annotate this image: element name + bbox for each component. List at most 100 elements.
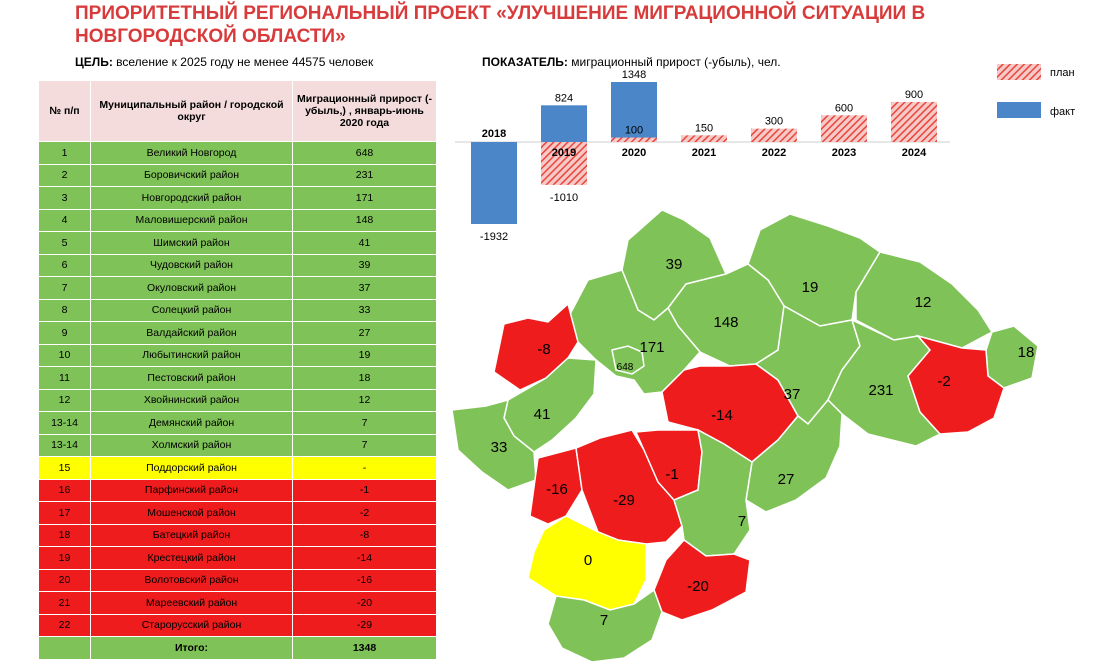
map-label-poddorsky: 0 — [584, 552, 592, 569]
districts-table: № п/п Муниципальный район / городской ок… — [38, 80, 437, 660]
goal-text: вселение к 2025 году не менее 44575 чело… — [116, 55, 374, 69]
table-row: 9 Валдайский район 27 — [38, 321, 437, 345]
table-row: 21 Мареевский район -20 — [38, 591, 437, 615]
table-row: 10 Любытинский район 19 — [38, 343, 437, 367]
map-label-moshenskoy: -2 — [937, 373, 950, 390]
data-label-plan: 600 — [835, 102, 853, 114]
cell-num: 13-14 — [38, 433, 91, 457]
cell-value: 231 — [292, 163, 437, 187]
goal-label: ЦЕЛЬ: — [75, 55, 113, 69]
cell-value: 148 — [292, 208, 437, 232]
district-mareevsky — [653, 538, 751, 621]
indicator-line: ПОКАЗАТЕЛЬ: миграционный прирост (-убыль… — [482, 55, 781, 69]
data-label-plan: 900 — [905, 89, 923, 101]
table-row: 12 Хвойнинский район 12 — [38, 388, 437, 412]
district-kholmsky — [547, 588, 663, 663]
cell-num: 15 — [38, 456, 91, 480]
table-row: 16 Парфинский район -1 — [38, 478, 437, 502]
cell-num: 22 — [38, 613, 91, 637]
goal-line: ЦЕЛЬ: вселение к 2025 году не менее 4457… — [75, 55, 373, 69]
bar-fact — [611, 82, 657, 142]
map-label-lyubytinsky: 19 — [802, 279, 819, 296]
bar-plan — [611, 137, 657, 142]
cell-value: -8 — [292, 523, 437, 547]
table-row: 20 Волотовский район -16 — [38, 568, 437, 592]
data-label-fact: 1348 — [622, 70, 646, 81]
cell-value: -14 — [292, 546, 437, 570]
cell-num: 20 — [38, 568, 91, 592]
legend-plan-label: план — [1050, 67, 1075, 79]
cell-num: 12 — [38, 388, 91, 412]
table-row: 4 Маловишерский район 148 — [38, 208, 437, 232]
cell-name: Боровичский район — [90, 163, 293, 187]
cell-value: 19 — [292, 343, 437, 367]
map-label-novgorodsky: 171 — [639, 339, 664, 356]
district-batetsky — [493, 302, 579, 391]
bar-plan — [541, 142, 587, 185]
cell-value: 12 — [292, 388, 437, 412]
cell-value: 7 — [292, 411, 437, 435]
cell-num: 5 — [38, 231, 91, 255]
table-row: 13-14 Холмский район 7 — [38, 433, 437, 457]
cell-name: Демянский район — [90, 411, 293, 435]
map-label-volotovsky: -16 — [546, 481, 568, 498]
x-tick-label: 2020 — [622, 147, 646, 159]
map-label-okulovsky: 37 — [784, 386, 801, 403]
cell-value: 39 — [292, 253, 437, 277]
district-veliky-novgorod — [611, 345, 645, 375]
table-row: 15 Поддорский район - — [38, 456, 437, 480]
x-tick-label: 2018 — [482, 128, 506, 140]
cell-name: Пестовский район — [90, 366, 293, 390]
table-row: 5 Шимский район 41 — [38, 231, 437, 255]
table-total-row: Итого: 1348 — [38, 636, 437, 660]
data-label-fact: 824 — [555, 92, 573, 104]
table-row: 17 Мошенской район -2 — [38, 501, 437, 525]
district-moshenskoy — [907, 334, 1005, 435]
map-label-valdaysky: 27 — [778, 471, 795, 488]
table-row: 22 Старорусский район -29 — [38, 613, 437, 637]
x-tick-label: 2019 — [552, 147, 576, 159]
cell-num: 16 — [38, 478, 91, 502]
total-value: 1348 — [292, 636, 437, 660]
cell-name: Мареевский район — [90, 591, 293, 615]
bar-plan — [751, 128, 797, 142]
chart-legend: план факт — [997, 64, 1075, 118]
cell-value: -20 — [292, 591, 437, 615]
cell-name: Окуловский район — [90, 276, 293, 300]
table-row: 2 Боровичский район 231 — [38, 163, 437, 187]
cell-num: 11 — [38, 366, 91, 390]
table-row: 7 Окуловский район 37 — [38, 276, 437, 300]
x-tick-label: 2024 — [902, 147, 927, 159]
table-row: 8 Солецкий район 33 — [38, 298, 437, 322]
cell-num: 1 — [38, 141, 91, 165]
cell-name: Холмский район — [90, 433, 293, 457]
map-label-chudovsky: 39 — [666, 256, 683, 273]
cell-name: Волотовский район — [90, 568, 293, 592]
cell-num: 6 — [38, 253, 91, 277]
cell-name: Крестецкий район — [90, 546, 293, 570]
map-label-batetsky: -8 — [537, 341, 550, 358]
cell-value: 27 — [292, 321, 437, 345]
indicator-text: миграционный прирост (-убыль), чел. — [571, 55, 781, 69]
cell-value: -29 — [292, 613, 437, 637]
map-label-soletsky: 33 — [491, 439, 508, 456]
district-valdaysky — [745, 398, 843, 513]
cell-value: 18 — [292, 366, 437, 390]
cell-name: Батецкий район — [90, 523, 293, 547]
cell-value: 41 — [292, 231, 437, 255]
cell-name: Новгородский район — [90, 186, 293, 210]
cell-num: 18 — [38, 523, 91, 547]
map-label-demyansky: 7 — [738, 513, 746, 530]
bar-plan — [821, 115, 867, 142]
data-label-plan: 300 — [765, 116, 783, 128]
map-label-khvoyninsky: 12 — [915, 294, 932, 311]
cell-name: Чудовский район — [90, 253, 293, 277]
map-label-malovishersky: 148 — [713, 314, 738, 331]
cell-num: 3 — [38, 186, 91, 210]
map-label-borovichsky: 231 — [868, 382, 893, 399]
data-label-plan: -1010 — [550, 192, 578, 204]
table-row: 6 Чудовский район 39 — [38, 253, 437, 277]
header-migration: Миграционный прирост (- убыль,) , январь… — [292, 80, 437, 142]
indicator-label: ПОКАЗАТЕЛЬ: — [482, 55, 568, 69]
cell-num: 13-14 — [38, 411, 91, 435]
